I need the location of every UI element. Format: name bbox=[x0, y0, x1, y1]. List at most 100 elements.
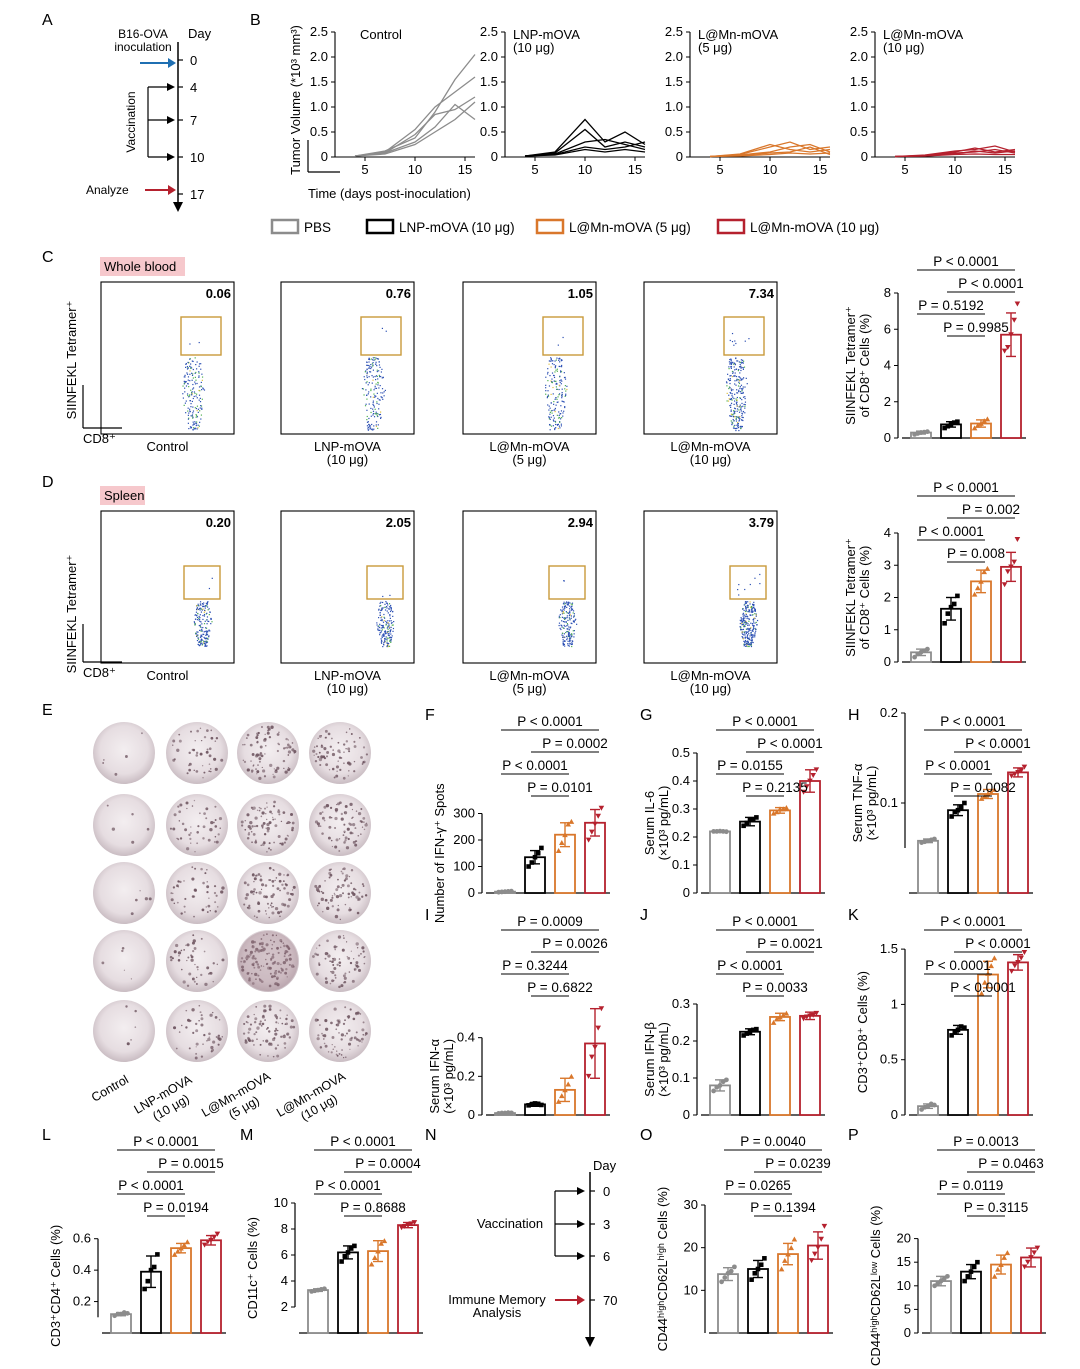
event-dot bbox=[377, 629, 379, 631]
ifn-spot bbox=[319, 825, 322, 827]
ifn-spot bbox=[256, 734, 259, 737]
event-dot bbox=[383, 617, 386, 619]
y-tick-label: 2.0 bbox=[850, 49, 868, 64]
event-dot bbox=[742, 410, 745, 413]
ifn-spot bbox=[326, 939, 329, 943]
ifn-spot bbox=[343, 841, 346, 844]
y-tick-label: 4 bbox=[884, 525, 891, 540]
tumor-panel-2: 00.51.01.52.02.55 10 15L@Mn-mOVA (5 μg) bbox=[665, 24, 831, 177]
event-dot bbox=[551, 378, 553, 380]
data-point bbox=[971, 591, 978, 597]
ifn-spot bbox=[258, 891, 262, 895]
ifn-spot bbox=[139, 890, 141, 892]
event-dot bbox=[381, 368, 383, 370]
ifn-spot bbox=[314, 952, 317, 956]
event-dot bbox=[571, 608, 573, 610]
ifn-spot bbox=[329, 982, 332, 985]
event-dot bbox=[740, 408, 742, 410]
event-dot bbox=[749, 583, 751, 586]
ifn-spot bbox=[218, 1037, 222, 1041]
event-dot bbox=[383, 613, 385, 616]
event-dot bbox=[388, 606, 391, 608]
ifn-spot bbox=[342, 743, 346, 746]
ifn-spot bbox=[270, 725, 274, 729]
event-dot bbox=[747, 616, 749, 618]
arrow-head bbox=[167, 153, 175, 161]
event-dot bbox=[366, 394, 368, 396]
event-dot bbox=[388, 623, 390, 625]
event-dot bbox=[734, 375, 736, 377]
ifn-spot bbox=[355, 1031, 358, 1034]
ifn-spot bbox=[267, 1030, 271, 1033]
event-dot bbox=[557, 427, 559, 430]
event-dot bbox=[551, 381, 553, 384]
y-tick-label: 2.0 bbox=[480, 49, 498, 64]
data-point bbox=[1005, 344, 1011, 350]
ifn-spot bbox=[242, 759, 245, 762]
ifn-spot bbox=[169, 827, 172, 830]
event-dot bbox=[390, 626, 392, 628]
data-point bbox=[975, 422, 981, 428]
event-dot bbox=[730, 409, 732, 411]
ifn-spot bbox=[246, 972, 250, 975]
event-dot bbox=[750, 611, 752, 613]
event-dot bbox=[381, 616, 383, 618]
event-dot bbox=[744, 617, 746, 619]
p-value-label: P < 0.0001 bbox=[940, 914, 1005, 929]
event-dot bbox=[741, 629, 743, 631]
ifn-spot bbox=[180, 949, 183, 952]
event-dot bbox=[196, 614, 198, 617]
event-dot bbox=[730, 388, 733, 390]
event-dot bbox=[566, 615, 568, 617]
data-point bbox=[411, 1220, 418, 1226]
event-dot bbox=[561, 634, 563, 636]
ifn-spot bbox=[186, 807, 188, 810]
event-dot bbox=[199, 397, 201, 399]
ifn-spot bbox=[324, 957, 327, 960]
event-dot bbox=[555, 359, 557, 361]
event-dot bbox=[730, 363, 732, 366]
ifn-spot bbox=[242, 1032, 246, 1035]
ifn-spot bbox=[318, 963, 321, 966]
ifn-spot bbox=[177, 805, 180, 808]
event-dot bbox=[549, 418, 551, 420]
ifn-spot bbox=[258, 757, 262, 761]
ifn-spot bbox=[256, 770, 260, 774]
event-dot bbox=[737, 379, 739, 381]
y-tick-label: 0.5 bbox=[850, 124, 868, 139]
event-dot bbox=[751, 629, 754, 631]
event-dot bbox=[382, 645, 384, 648]
data-point bbox=[978, 420, 984, 426]
y-axis-label: Serum IFN-β(×10³ pg/mL) bbox=[642, 1022, 671, 1097]
event-dot bbox=[566, 637, 568, 639]
ifn-spot bbox=[283, 874, 285, 876]
event-dot bbox=[186, 373, 189, 375]
event-dot bbox=[390, 607, 392, 609]
p-value-label: P = 0.0265 bbox=[725, 1178, 790, 1193]
event-dot bbox=[753, 603, 755, 606]
event-dot bbox=[563, 580, 565, 582]
ifn-spot bbox=[321, 811, 324, 813]
ifn-spot bbox=[192, 934, 195, 937]
event-dot bbox=[386, 637, 388, 639]
event-dot bbox=[380, 396, 382, 398]
ifn-spot bbox=[332, 964, 335, 966]
event-dot bbox=[744, 412, 746, 414]
event-dot bbox=[740, 410, 742, 412]
event-dot bbox=[383, 634, 385, 636]
ifn-spot bbox=[208, 897, 210, 899]
bar bbox=[170, 1247, 192, 1334]
tumor-series-line bbox=[354, 103, 476, 157]
y-tick-label: 0.5 bbox=[672, 745, 690, 760]
event-dot bbox=[564, 636, 566, 638]
event-dot bbox=[366, 376, 368, 379]
ifn-spot bbox=[345, 747, 347, 750]
ifn-spot bbox=[363, 821, 365, 823]
event-dot bbox=[742, 612, 745, 614]
event-dot bbox=[753, 625, 755, 627]
event-dot bbox=[734, 364, 737, 366]
event-dot bbox=[207, 620, 209, 623]
ifn-spot bbox=[249, 1023, 253, 1026]
ifn-spot bbox=[351, 817, 353, 819]
